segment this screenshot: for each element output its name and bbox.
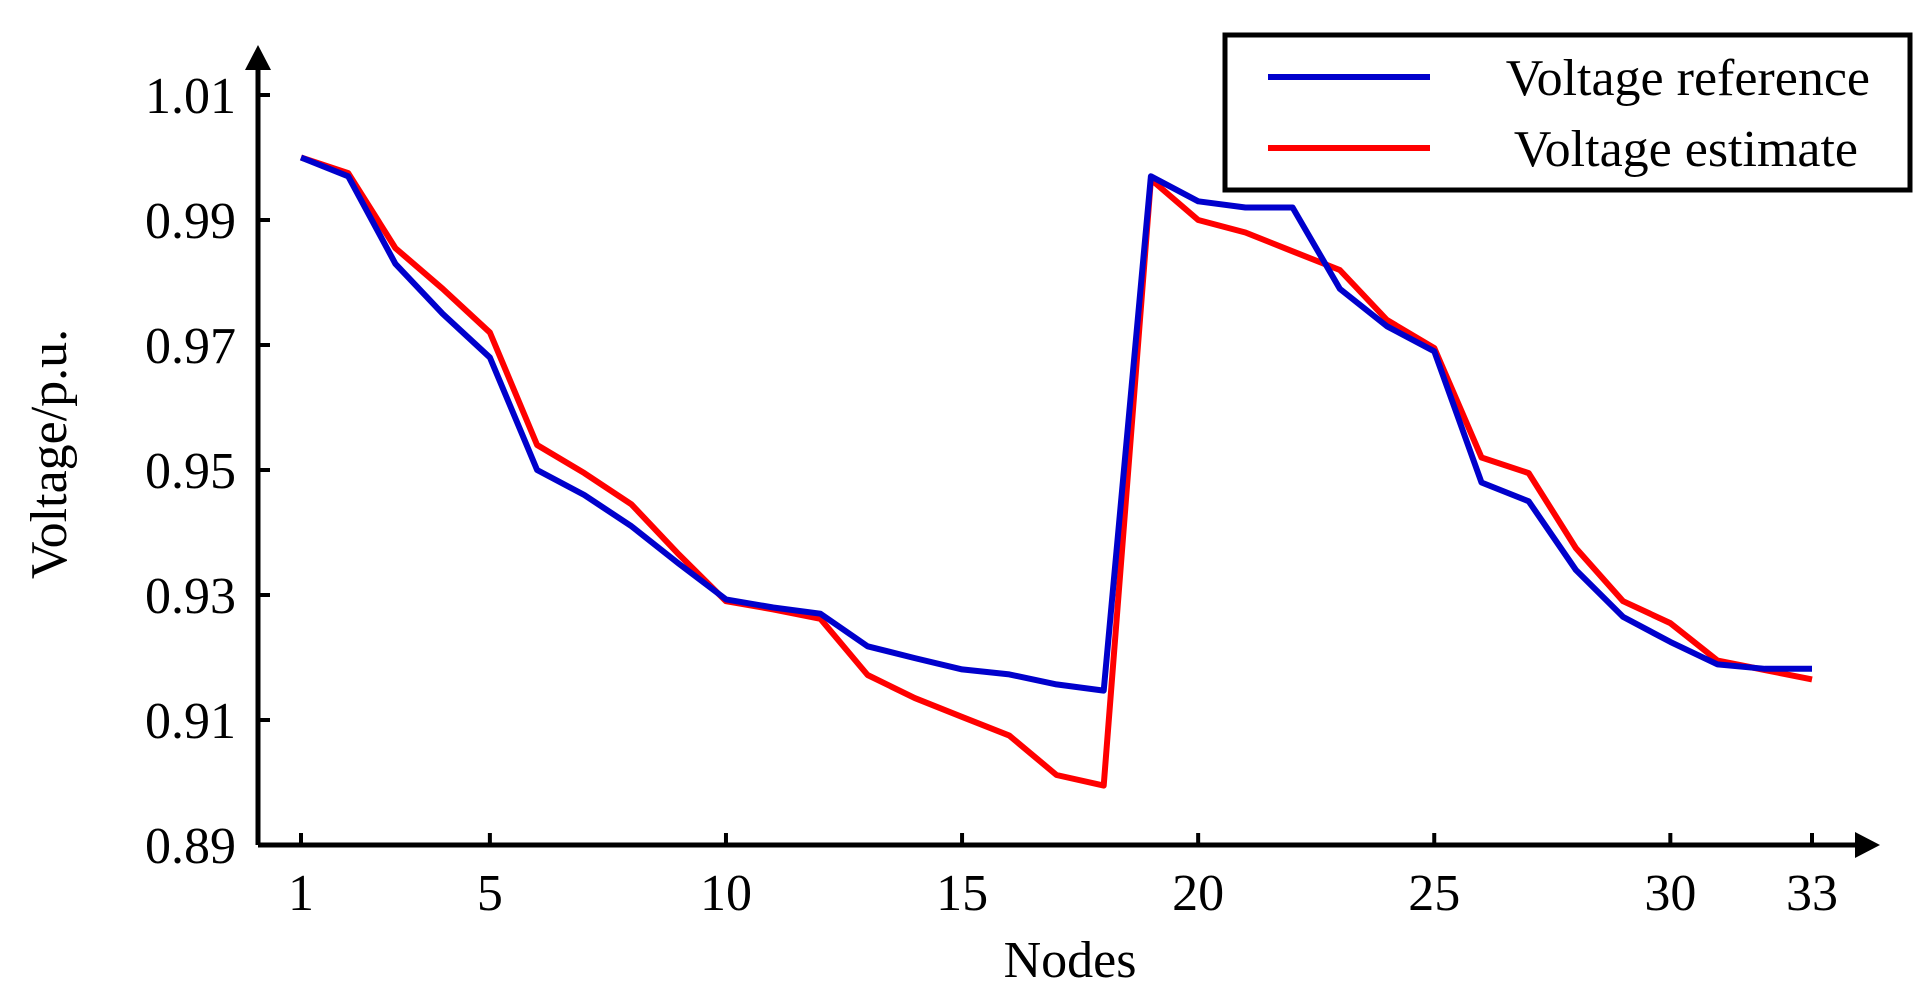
y-tick-label: 0.97 bbox=[145, 318, 236, 375]
x-tick-label: 5 bbox=[477, 865, 503, 922]
axes bbox=[245, 45, 1880, 858]
ticks: 1.010.990.970.950.930.910.891 5 10 15 20 25 30… bbox=[145, 68, 1838, 922]
y-tick-label: 0.95 bbox=[145, 443, 236, 500]
x-tick-label: 10 bbox=[700, 865, 752, 922]
y-tick-label: 0.89 bbox=[145, 818, 236, 875]
series-line-voltage-reference bbox=[299, 154, 1812, 694]
x-tick-label: 30 bbox=[1644, 865, 1696, 922]
y-axis-arrow bbox=[245, 45, 271, 70]
y-tick-label: 0.93 bbox=[145, 568, 236, 625]
x-tick-label: 25 bbox=[1408, 865, 1460, 922]
series-layer bbox=[299, 154, 1813, 789]
x-axis-arrow bbox=[1855, 832, 1880, 858]
y-axis-title: Voltage/p.u. bbox=[21, 329, 78, 579]
y-tick-label: 0.99 bbox=[145, 193, 236, 250]
x-tick-label: 1 bbox=[288, 865, 314, 922]
x-tick-label: 15 bbox=[936, 865, 988, 922]
y-tick-label: 1.01 bbox=[145, 68, 236, 125]
series-line-voltage-estimate bbox=[300, 154, 1813, 789]
legend: Voltage reference Voltage estimate bbox=[1222, 32, 1913, 193]
x-tick-label: 20 bbox=[1172, 865, 1224, 922]
x-tick-label: 33 bbox=[1786, 865, 1838, 922]
legend-label-voltage-estimate: Voltage estimate bbox=[1514, 121, 1858, 178]
x-axis-title: Nodes bbox=[1004, 932, 1137, 989]
legend-label-voltage-reference: Voltage reference bbox=[1506, 50, 1870, 107]
y-tick-label: 0.91 bbox=[145, 693, 236, 750]
legend-box bbox=[1222, 32, 1913, 193]
